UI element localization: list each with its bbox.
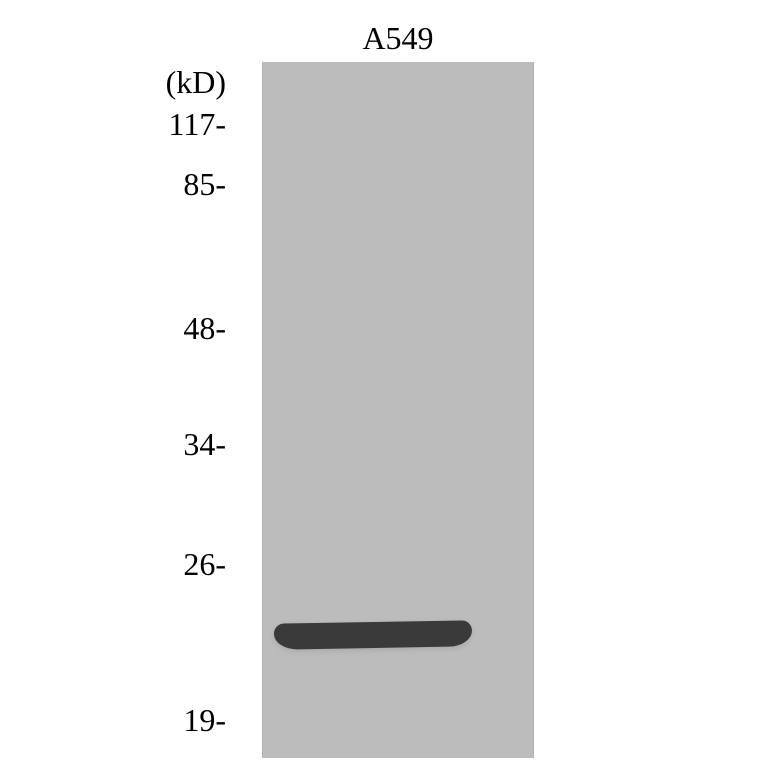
ladder-marker-85: 85-	[106, 166, 226, 203]
ladder-marker-117: 117-	[106, 106, 226, 143]
western-blot-figure: A549 (kD) 117- 85- 48- 34- 26- 19-	[0, 0, 764, 764]
band-22	[274, 620, 472, 649]
ladder-marker-26: 26-	[106, 546, 226, 583]
ladder-marker-34: 34-	[106, 426, 226, 463]
ladder-marker-19: 19-	[106, 702, 226, 739]
ladder-marker-48: 48-	[106, 310, 226, 347]
lane-label-a549: A549	[262, 20, 534, 57]
blot-lane-a549	[262, 62, 534, 758]
ladder-unit-label: (kD)	[116, 64, 226, 101]
